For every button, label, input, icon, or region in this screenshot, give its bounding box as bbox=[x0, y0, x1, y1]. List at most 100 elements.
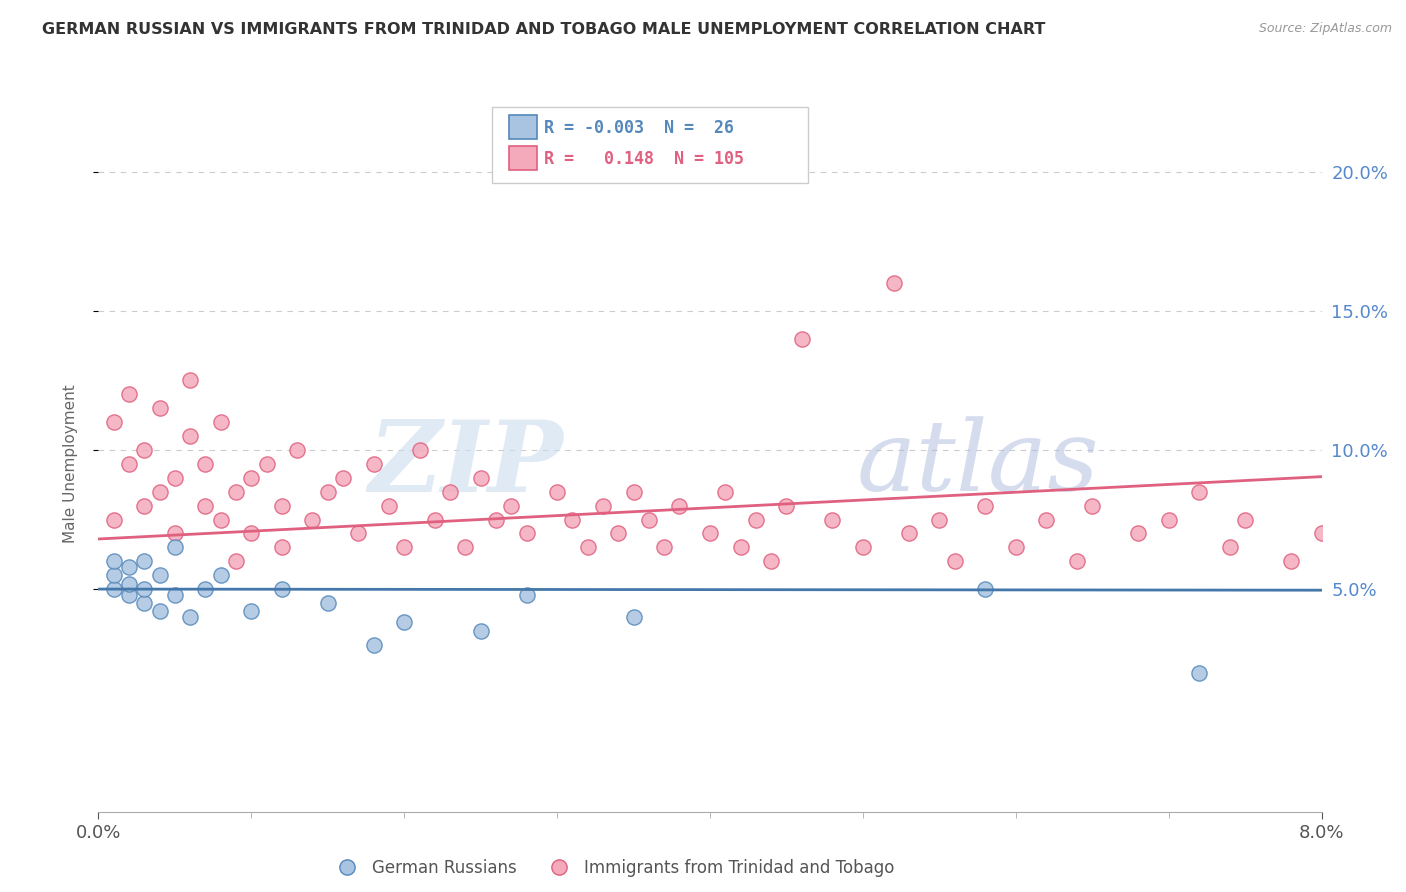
Point bbox=[179, 429, 201, 443]
Point bbox=[1341, 541, 1364, 555]
Point bbox=[179, 373, 201, 387]
Point bbox=[347, 526, 370, 541]
Point bbox=[285, 442, 308, 457]
Point bbox=[118, 387, 141, 401]
Point bbox=[240, 604, 263, 618]
Point bbox=[516, 588, 538, 602]
Point bbox=[163, 541, 186, 555]
Point bbox=[897, 526, 920, 541]
Point bbox=[149, 484, 172, 499]
Point bbox=[332, 471, 354, 485]
Point bbox=[1310, 526, 1333, 541]
Point bbox=[256, 457, 278, 471]
Point bbox=[501, 499, 523, 513]
Point bbox=[316, 596, 339, 610]
Point bbox=[118, 576, 141, 591]
Point bbox=[775, 499, 797, 513]
Point bbox=[270, 541, 294, 555]
Point bbox=[623, 610, 645, 624]
Point bbox=[623, 484, 645, 499]
Point bbox=[714, 484, 737, 499]
Text: R =   0.148  N = 105: R = 0.148 N = 105 bbox=[544, 150, 744, 168]
Point bbox=[1402, 554, 1406, 568]
Point bbox=[194, 582, 217, 596]
Point bbox=[1372, 512, 1395, 526]
Point bbox=[730, 541, 752, 555]
Point bbox=[423, 512, 446, 526]
Point bbox=[546, 484, 568, 499]
Point bbox=[270, 499, 294, 513]
Point bbox=[408, 442, 430, 457]
Point bbox=[974, 582, 997, 596]
Point bbox=[852, 541, 875, 555]
Point bbox=[134, 499, 156, 513]
Point bbox=[470, 471, 492, 485]
Point bbox=[1004, 541, 1026, 555]
Point bbox=[439, 484, 461, 499]
Point bbox=[699, 526, 721, 541]
Text: Source: ZipAtlas.com: Source: ZipAtlas.com bbox=[1258, 22, 1392, 36]
Text: atlas: atlas bbox=[856, 417, 1099, 511]
Point bbox=[928, 512, 950, 526]
Point bbox=[270, 582, 294, 596]
Point bbox=[821, 512, 844, 526]
Point bbox=[516, 526, 538, 541]
Point bbox=[652, 541, 675, 555]
Point bbox=[607, 526, 630, 541]
Point bbox=[163, 526, 186, 541]
Point bbox=[118, 588, 141, 602]
Point bbox=[225, 484, 247, 499]
Point bbox=[1188, 665, 1211, 680]
Point bbox=[745, 512, 768, 526]
Point bbox=[163, 471, 186, 485]
Point bbox=[194, 457, 217, 471]
Point bbox=[1081, 499, 1104, 513]
Point bbox=[363, 457, 385, 471]
Legend: German Russians, Immigrants from Trinidad and Tobago: German Russians, Immigrants from Trinida… bbox=[323, 852, 901, 883]
Point bbox=[759, 554, 782, 568]
Point bbox=[637, 512, 661, 526]
Point bbox=[1035, 512, 1057, 526]
Point bbox=[163, 588, 186, 602]
Point bbox=[943, 554, 966, 568]
Point bbox=[1157, 512, 1180, 526]
Point bbox=[134, 554, 156, 568]
Point bbox=[118, 457, 141, 471]
Point bbox=[316, 484, 339, 499]
Point bbox=[301, 512, 323, 526]
Point bbox=[194, 499, 217, 513]
Y-axis label: Male Unemployment: Male Unemployment bbox=[63, 384, 77, 543]
Point bbox=[103, 512, 125, 526]
Point bbox=[485, 512, 508, 526]
Point bbox=[179, 610, 201, 624]
Point bbox=[149, 401, 172, 416]
Point bbox=[149, 604, 172, 618]
Point bbox=[974, 499, 997, 513]
Point bbox=[576, 541, 599, 555]
Point bbox=[1219, 541, 1241, 555]
Point bbox=[134, 582, 156, 596]
Point bbox=[1128, 526, 1150, 541]
Point bbox=[1066, 554, 1088, 568]
Point bbox=[668, 499, 690, 513]
Point bbox=[103, 582, 125, 596]
Point bbox=[209, 568, 232, 582]
Point bbox=[561, 512, 583, 526]
Point bbox=[209, 415, 232, 429]
Point bbox=[883, 276, 905, 290]
Point bbox=[363, 638, 385, 652]
Point bbox=[1279, 554, 1302, 568]
Point bbox=[134, 596, 156, 610]
Point bbox=[103, 415, 125, 429]
Point bbox=[454, 541, 477, 555]
Point bbox=[240, 526, 263, 541]
Point bbox=[118, 559, 141, 574]
Point bbox=[134, 442, 156, 457]
Point bbox=[209, 512, 232, 526]
Point bbox=[592, 499, 614, 513]
Point bbox=[470, 624, 492, 638]
Point bbox=[392, 541, 416, 555]
Point bbox=[1188, 484, 1211, 499]
Point bbox=[378, 499, 401, 513]
Point bbox=[149, 568, 172, 582]
